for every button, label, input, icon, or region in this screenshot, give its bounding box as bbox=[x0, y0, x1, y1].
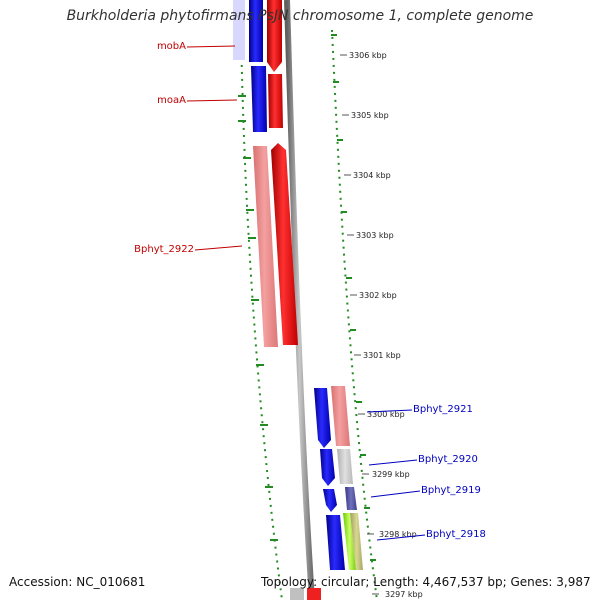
feature-bphyt2918-green bbox=[343, 513, 356, 570]
feature-bphyt2919-light bbox=[345, 487, 357, 510]
feature-bphyt2921-light bbox=[331, 386, 350, 446]
backbone-arc bbox=[284, 0, 315, 600]
gene-label-bphyt2919[interactable]: Bphyt_2919 bbox=[421, 485, 481, 496]
tick-label: 3300 kbp bbox=[367, 410, 405, 419]
feature-bphyt2922-light bbox=[253, 146, 278, 347]
gene-moaA-reverse bbox=[251, 66, 267, 132]
feature-bphyt2918-olive bbox=[350, 513, 363, 570]
gene-mobA-forward bbox=[267, 0, 282, 72]
gene-label-bphyt2918[interactable]: Bphyt_2918 bbox=[426, 529, 486, 540]
scale-ticks bbox=[340, 54, 379, 595]
feature-bottom-red bbox=[307, 588, 321, 600]
accession-text: Accession: NC_010681 bbox=[9, 575, 146, 589]
feature-mobA-light bbox=[233, 0, 245, 60]
gc-skew-dots-right bbox=[331, 29, 378, 600]
gene-bphyt2918-reverse bbox=[326, 515, 345, 570]
tick-label: 3306 kbp bbox=[349, 51, 387, 60]
tick-label: 3302 kbp bbox=[359, 291, 397, 300]
reverse-strand-genes bbox=[249, 0, 345, 570]
feature-bphyt2920-light bbox=[337, 449, 353, 484]
feature-bottom-gray bbox=[290, 588, 304, 600]
tick-label: 3303 kbp bbox=[356, 231, 394, 240]
gene-moaA-forward bbox=[268, 74, 283, 128]
tick-label: 3298 kbp bbox=[379, 530, 417, 539]
forward-strand-genes bbox=[267, 0, 298, 345]
reverse-leader-lines bbox=[366, 409, 426, 541]
gc-content-dots-left bbox=[240, 29, 283, 600]
tick-label: 3305 kbp bbox=[351, 111, 389, 120]
gene-label-mobA[interactable]: mobA bbox=[156, 41, 186, 52]
genome-summary: Topology: circular; Length: 4,467,537 bp… bbox=[261, 575, 591, 589]
gene-bphyt2919-reverse bbox=[323, 489, 337, 512]
gene-mobA-reverse bbox=[249, 0, 263, 62]
scale-tick-labels: 3306 kbp 3305 kbp 3304 kbp 3303 kbp 3302… bbox=[349, 51, 423, 599]
tick-label: 3299 kbp bbox=[372, 470, 410, 479]
gene-label-moaA[interactable]: moaA bbox=[157, 95, 186, 106]
gene-label-bphyt2920[interactable]: Bphyt_2920 bbox=[418, 454, 478, 465]
gene-label-bphyt2921[interactable]: Bphyt_2921 bbox=[413, 404, 473, 415]
tick-label: 3297 kbp bbox=[385, 590, 423, 599]
tick-label: 3301 kbp bbox=[363, 351, 401, 360]
gene-label-bphyt2922[interactable]: Bphyt_2922 bbox=[134, 244, 194, 255]
gene-bphyt2921-reverse bbox=[314, 388, 331, 448]
gene-bphyt2922-forward bbox=[271, 143, 298, 345]
tick-label: 3304 kbp bbox=[353, 171, 391, 180]
gc-dashes bbox=[236, 34, 376, 561]
forward-leader-lines bbox=[186, 45, 243, 251]
map-title: Burkholderia phytofirmans PsJN chromosom… bbox=[66, 8, 534, 24]
gene-bphyt2920-reverse bbox=[320, 449, 335, 486]
feature-strand bbox=[233, 0, 363, 600]
